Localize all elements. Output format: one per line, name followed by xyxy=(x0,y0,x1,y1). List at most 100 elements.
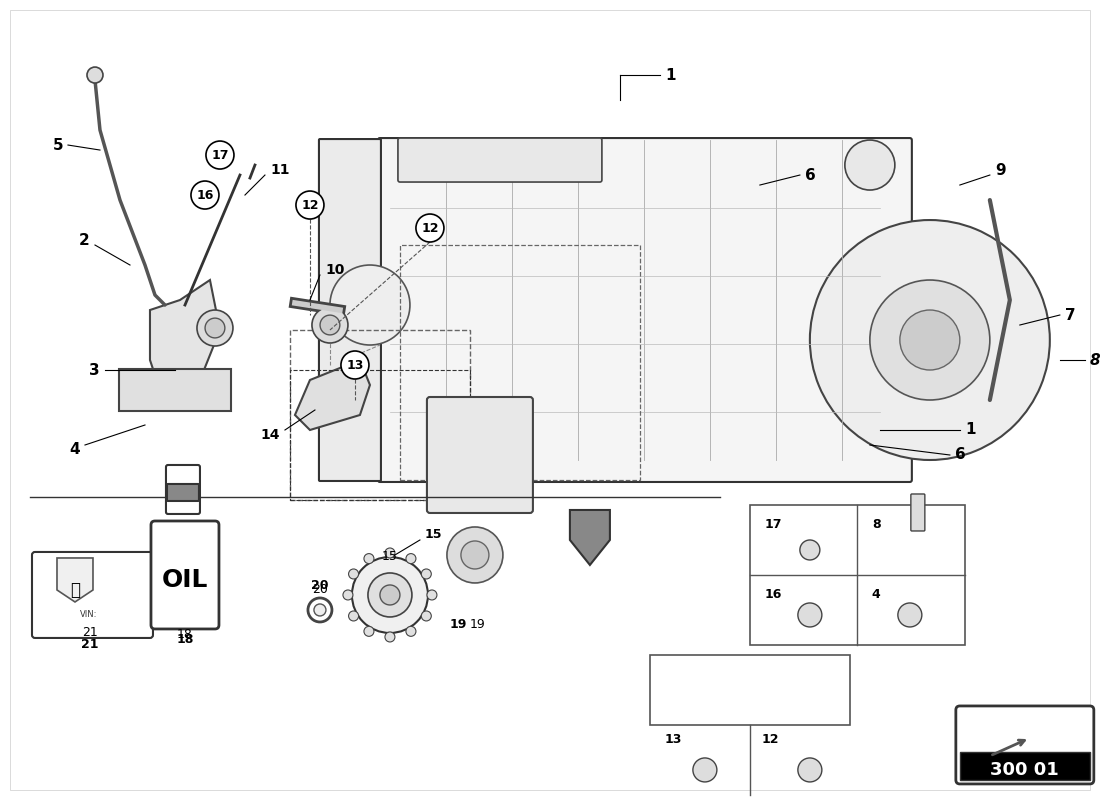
Circle shape xyxy=(87,67,103,83)
Circle shape xyxy=(312,307,348,343)
Text: 4: 4 xyxy=(69,442,80,458)
Text: 🐂: 🐂 xyxy=(70,581,80,599)
Polygon shape xyxy=(150,280,220,400)
Circle shape xyxy=(406,626,416,636)
Text: 12: 12 xyxy=(421,222,439,234)
Circle shape xyxy=(870,280,990,400)
Text: 8: 8 xyxy=(1090,353,1100,367)
Circle shape xyxy=(206,141,234,169)
Circle shape xyxy=(205,318,224,338)
Bar xyxy=(650,655,850,725)
Text: 300 01: 300 01 xyxy=(990,761,1059,779)
Bar xyxy=(290,330,470,500)
Text: OIL: OIL xyxy=(162,568,208,592)
Polygon shape xyxy=(295,360,370,430)
Circle shape xyxy=(416,214,444,242)
Circle shape xyxy=(341,351,368,379)
Circle shape xyxy=(308,598,332,622)
Text: 21: 21 xyxy=(81,638,99,651)
Circle shape xyxy=(385,548,395,558)
Circle shape xyxy=(367,573,411,617)
FancyBboxPatch shape xyxy=(119,369,231,411)
Circle shape xyxy=(898,603,922,627)
Bar xyxy=(290,370,470,500)
Text: 3: 3 xyxy=(89,362,100,378)
Text: 18: 18 xyxy=(177,629,192,642)
Text: 10: 10 xyxy=(324,263,344,277)
Circle shape xyxy=(693,758,717,782)
Text: 1: 1 xyxy=(965,422,976,438)
Circle shape xyxy=(364,554,374,564)
FancyBboxPatch shape xyxy=(151,521,219,629)
Circle shape xyxy=(314,604,326,616)
Text: 17: 17 xyxy=(764,518,782,531)
Circle shape xyxy=(421,569,431,579)
Text: VIN:: VIN: xyxy=(80,610,98,619)
Circle shape xyxy=(349,569,359,579)
FancyBboxPatch shape xyxy=(960,752,1090,780)
Text: 13: 13 xyxy=(346,358,364,371)
Text: 9: 9 xyxy=(994,162,1005,178)
Circle shape xyxy=(845,140,895,190)
Text: 19: 19 xyxy=(470,618,486,631)
Wedge shape xyxy=(810,220,1049,460)
FancyBboxPatch shape xyxy=(911,494,925,531)
Circle shape xyxy=(364,626,374,636)
Circle shape xyxy=(191,181,219,209)
Circle shape xyxy=(406,554,416,564)
FancyBboxPatch shape xyxy=(319,139,381,481)
FancyBboxPatch shape xyxy=(398,138,602,182)
Polygon shape xyxy=(570,510,609,565)
Text: 4: 4 xyxy=(872,589,881,602)
FancyBboxPatch shape xyxy=(427,397,532,513)
FancyBboxPatch shape xyxy=(956,706,1093,784)
Text: 18: 18 xyxy=(176,634,194,646)
Circle shape xyxy=(798,758,822,782)
Text: 6: 6 xyxy=(955,447,966,462)
Circle shape xyxy=(197,310,233,346)
Text: 20: 20 xyxy=(312,583,328,597)
Circle shape xyxy=(385,632,395,642)
Text: eurospares: eurospares xyxy=(308,358,852,442)
FancyBboxPatch shape xyxy=(167,484,199,501)
Circle shape xyxy=(320,315,340,335)
Text: 2: 2 xyxy=(79,233,90,247)
Text: 15: 15 xyxy=(382,550,398,563)
Circle shape xyxy=(352,557,428,633)
Circle shape xyxy=(343,590,353,600)
Circle shape xyxy=(421,611,431,621)
Text: 15: 15 xyxy=(425,529,442,542)
Text: 17: 17 xyxy=(211,149,229,162)
Polygon shape xyxy=(57,558,94,602)
Text: 7: 7 xyxy=(1065,307,1076,322)
FancyBboxPatch shape xyxy=(166,465,200,514)
Circle shape xyxy=(427,590,437,600)
Bar xyxy=(750,505,965,645)
Text: 14: 14 xyxy=(261,428,280,442)
Circle shape xyxy=(447,527,503,583)
Text: 12: 12 xyxy=(762,734,780,746)
Text: 8: 8 xyxy=(872,518,880,531)
Circle shape xyxy=(379,585,400,605)
Text: 1: 1 xyxy=(664,67,675,82)
Circle shape xyxy=(461,541,488,569)
Circle shape xyxy=(296,191,323,219)
Circle shape xyxy=(798,603,822,627)
Bar xyxy=(400,245,640,480)
Text: 20: 20 xyxy=(311,579,329,593)
FancyBboxPatch shape xyxy=(32,552,153,638)
Text: 19: 19 xyxy=(449,618,466,631)
Text: a passion for parts: a passion for parts xyxy=(374,431,786,469)
Circle shape xyxy=(900,310,960,370)
Circle shape xyxy=(800,540,820,560)
Text: 16: 16 xyxy=(196,189,213,202)
Circle shape xyxy=(330,265,410,345)
Circle shape xyxy=(349,611,359,621)
Text: 16: 16 xyxy=(764,589,782,602)
Text: 6: 6 xyxy=(805,167,815,182)
Text: 13: 13 xyxy=(664,734,682,746)
Text: 5: 5 xyxy=(53,138,63,153)
FancyBboxPatch shape xyxy=(378,138,912,482)
Text: 11: 11 xyxy=(270,163,289,177)
Text: 21: 21 xyxy=(82,626,98,639)
